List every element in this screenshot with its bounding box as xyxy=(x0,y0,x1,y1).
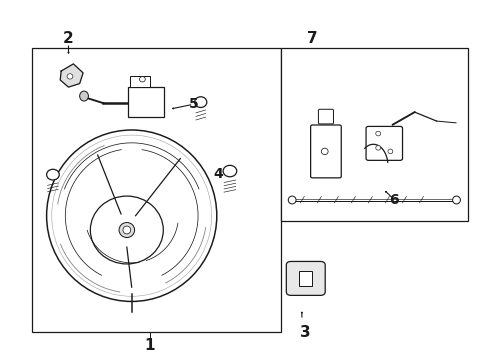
Ellipse shape xyxy=(452,196,459,204)
Bar xyxy=(130,76,149,87)
Ellipse shape xyxy=(375,131,380,136)
Text: 3: 3 xyxy=(299,325,310,341)
Ellipse shape xyxy=(139,77,145,82)
Text: 2: 2 xyxy=(63,31,74,46)
Ellipse shape xyxy=(287,196,295,204)
Text: 4: 4 xyxy=(212,167,222,181)
Ellipse shape xyxy=(321,148,327,155)
Ellipse shape xyxy=(52,135,211,296)
Ellipse shape xyxy=(67,74,73,79)
FancyBboxPatch shape xyxy=(318,109,333,124)
FancyBboxPatch shape xyxy=(366,126,402,160)
Ellipse shape xyxy=(387,149,392,154)
Bar xyxy=(299,271,311,286)
Ellipse shape xyxy=(194,97,206,108)
Ellipse shape xyxy=(375,145,380,150)
Ellipse shape xyxy=(46,169,59,180)
Bar xyxy=(281,48,467,221)
Text: 6: 6 xyxy=(388,193,398,207)
Bar xyxy=(127,87,164,117)
Text: 5: 5 xyxy=(188,97,198,111)
Ellipse shape xyxy=(122,226,130,234)
Ellipse shape xyxy=(46,130,216,301)
Ellipse shape xyxy=(90,196,163,264)
Text: 7: 7 xyxy=(306,31,317,46)
Ellipse shape xyxy=(119,222,134,238)
FancyBboxPatch shape xyxy=(310,125,341,178)
Polygon shape xyxy=(60,64,83,87)
FancyBboxPatch shape xyxy=(286,261,325,296)
Bar xyxy=(31,48,281,332)
Ellipse shape xyxy=(80,91,88,101)
Ellipse shape xyxy=(223,165,236,177)
Text: 1: 1 xyxy=(144,338,155,352)
